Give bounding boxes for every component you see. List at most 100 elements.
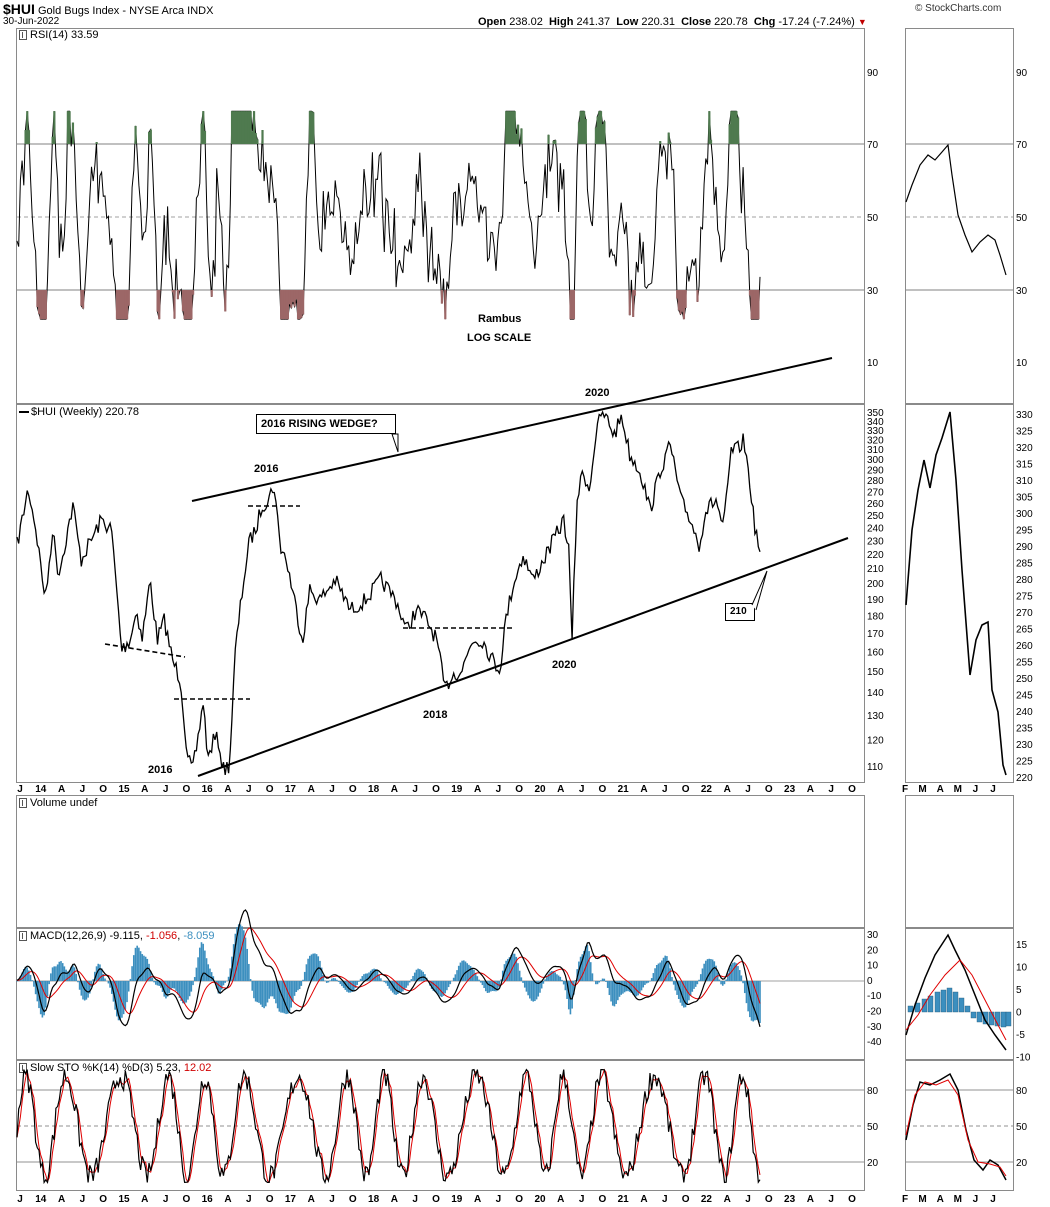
price-zoom-tick-label: 325 — [1016, 427, 1033, 438]
macd-histogram-bar — [349, 981, 352, 993]
x-axis-label: J — [80, 784, 86, 795]
macd-histogram-bar — [202, 943, 204, 981]
macd-histogram-bar — [104, 978, 106, 981]
macd-histogram-bar — [359, 978, 362, 981]
rising-wedge-callout: 2016 RISING WEDGE? — [256, 414, 396, 434]
macd-histogram-bar — [395, 981, 397, 995]
macd-histogram-bar — [58, 961, 61, 981]
price-title: $HUI (Weekly) 220.78 — [19, 406, 139, 418]
macd-histogram-bar — [193, 977, 196, 981]
macd-signal-line — [16, 927, 761, 1015]
macd-histogram-bar — [173, 981, 176, 989]
callout-pointer — [751, 570, 768, 611]
macd-histogram-bar — [432, 981, 435, 991]
macd-histogram-bar — [478, 979, 480, 981]
macd-histogram-bar — [154, 981, 157, 985]
x-axis-label: 16 — [202, 784, 214, 795]
macd-histogram-bar — [286, 981, 289, 1014]
macd-histogram-bar — [195, 967, 198, 981]
macd-histogram-bar — [606, 981, 609, 988]
macd-histogram-bar — [525, 981, 528, 992]
macd-histogram-bar — [99, 964, 101, 981]
macd-histogram-bar — [156, 981, 159, 986]
macd-zoom-tick-label: 15 — [1016, 940, 1028, 951]
macd-histogram-bar — [644, 981, 646, 985]
open-value: 238.02 — [509, 16, 543, 28]
x-axis-label: J — [496, 784, 502, 795]
sto-tick-label: 50 — [867, 1122, 879, 1133]
x-axis-label: A — [308, 1194, 315, 1205]
rsi-overbought-fill — [249, 111, 252, 144]
macd-histogram-bar — [295, 981, 298, 992]
macd-tick-label: 0 — [867, 976, 873, 987]
x-axis-label: A — [391, 1194, 398, 1205]
panel-handle-icon[interactable] — [19, 931, 27, 942]
rsi-title-text: RSI(14) 33.59 — [30, 29, 99, 41]
macd-histogram-bar — [41, 981, 44, 1018]
macd-histogram-bar — [80, 981, 83, 996]
macd-histogram-bar — [229, 968, 232, 981]
macd-histogram-bar — [124, 981, 127, 1010]
rsi-overbought-fill — [232, 111, 235, 144]
macd-histogram-bar — [413, 972, 416, 981]
macd-histogram-bar — [532, 981, 535, 1002]
rsi-overbought-fill — [68, 111, 71, 144]
sto-zoom-tick-label: 80 — [1016, 1086, 1028, 1097]
zoom-x-axis-label: J — [973, 784, 979, 795]
rsi-oversold-fill — [158, 290, 161, 320]
x-axis-label: J — [579, 784, 585, 795]
macd-tick-label: -30 — [867, 1022, 882, 1033]
callout-pointer — [391, 433, 399, 453]
macd-histogram-bar — [589, 962, 592, 981]
rsi-oversold-fill — [290, 290, 293, 308]
price-tick-label: 160 — [867, 647, 884, 658]
macd-histogram-bar — [752, 981, 755, 1022]
rsi-tick-label: 30 — [867, 286, 879, 297]
macd-zoom-histogram-bar — [958, 997, 965, 1013]
macd-histogram-bar — [87, 981, 89, 998]
macd-histogram-bar — [310, 954, 313, 981]
macd-histogram-bar — [457, 965, 460, 981]
rsi-oversold-fill — [750, 290, 753, 320]
x-axis-label: A — [58, 784, 65, 795]
rsi-oversold-fill — [677, 290, 680, 311]
x-axis-label: J — [163, 1194, 169, 1205]
macd-histogram-bar — [584, 946, 587, 981]
zoom-x-axis-label: J — [973, 1194, 979, 1205]
index-name: Gold Bugs Index - NYSE Arca INDX — [37, 5, 214, 17]
sto-d-value: 12.02 — [183, 1062, 212, 1074]
rsi-oversold-fill — [36, 290, 39, 308]
rsi-oversold-fill — [43, 290, 46, 320]
rsi-oversold-fill — [296, 290, 300, 320]
macd-histogram-bar — [386, 981, 389, 986]
x-axis-label: 19 — [451, 784, 463, 795]
macd-histogram-bar — [51, 967, 54, 981]
macd-histogram-bar — [527, 981, 529, 996]
price-tick-label: 210 — [867, 564, 884, 575]
panel-handle-icon[interactable] — [19, 30, 27, 41]
macd-histogram-bar — [463, 960, 465, 981]
panel-handle-icon[interactable] — [19, 798, 27, 809]
rsi-overbought-fill — [599, 111, 603, 144]
macd-histogram-bar — [258, 981, 260, 1003]
x-axis-label: J — [412, 1194, 418, 1205]
macd-zoom-tick-label: 10 — [1016, 963, 1028, 974]
price-zoom-tick-label: 220 — [1016, 773, 1033, 784]
price-zoom-tick-label: 300 — [1016, 509, 1033, 520]
macd-histogram-bar — [622, 981, 624, 994]
macd-histogram-bar — [647, 981, 650, 983]
rsi-overbought-fill — [659, 141, 662, 144]
rsi-overbought-fill — [603, 121, 606, 144]
macd-histogram-bar — [46, 981, 49, 997]
rsi-oversold-fill — [188, 290, 191, 320]
macd-histogram-bar — [227, 976, 230, 981]
macd-histogram-bar — [716, 972, 719, 981]
macd-histogram-bar — [559, 976, 562, 981]
macd-histogram-bar — [627, 981, 629, 992]
macd-histogram-bar — [397, 981, 399, 995]
macd-histogram-bar — [75, 974, 78, 981]
rsi-overbought-fill — [594, 127, 598, 144]
macd-histogram-bar — [444, 981, 446, 994]
sto-k-value: 5.23 — [156, 1062, 178, 1074]
